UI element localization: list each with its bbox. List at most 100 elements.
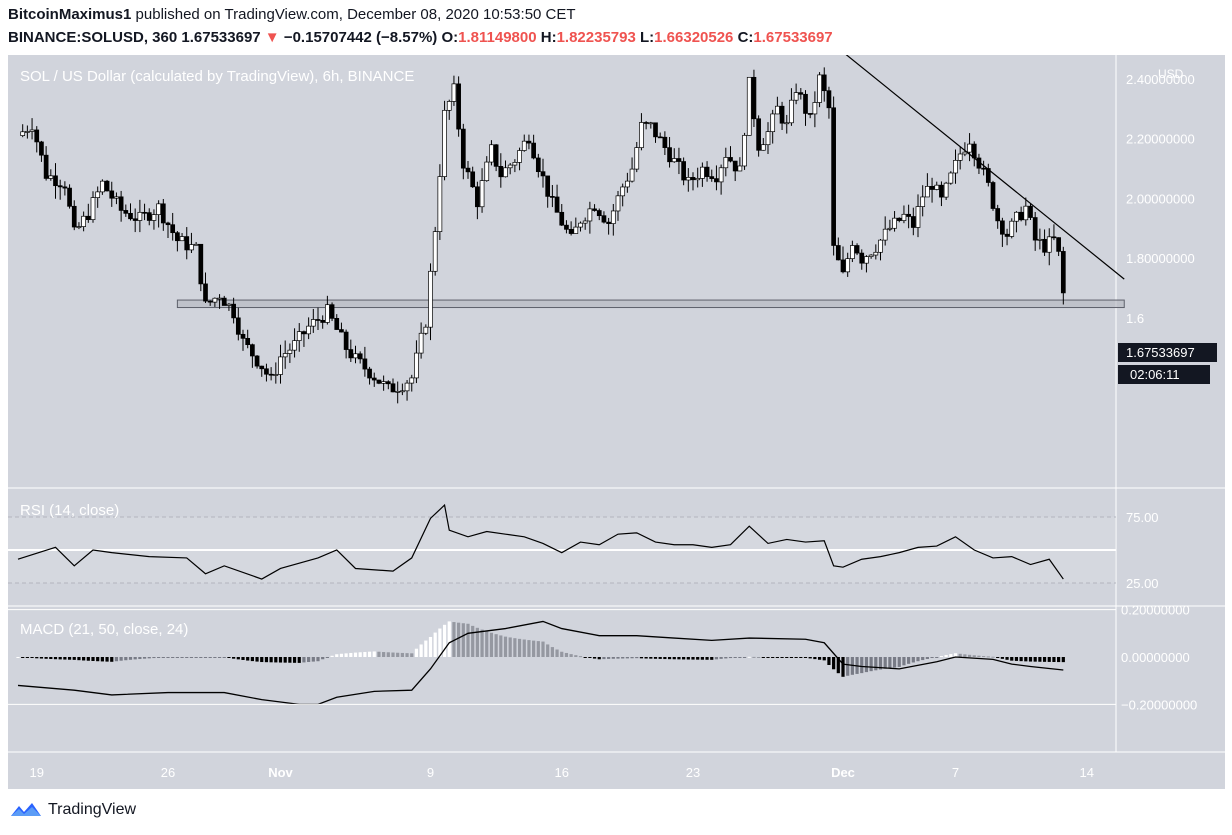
candle-body [770, 113, 776, 133]
macd-histogram-bar [902, 657, 906, 666]
candle-body [306, 325, 311, 335]
chart-svg[interactable]: 75.00 25.00 0.20000000 0.00000000 −0.200000… [8, 12, 1225, 789]
author-name[interactable]: BitcoinMaximus1 [8, 6, 132, 23]
macd-histogram-bar [1052, 657, 1056, 662]
macd-histogram-bar [747, 656, 751, 658]
macd-histogram-bar [86, 657, 90, 661]
candle-body [1014, 211, 1019, 222]
macd-histogram-bar [1010, 657, 1014, 661]
candle-body [301, 331, 307, 335]
macd-histogram-bar [1047, 657, 1051, 662]
macd-histogram-bar [147, 657, 151, 659]
time-tick-label: 19 [30, 765, 44, 780]
macd-histogram-bar [124, 657, 128, 661]
macd-histogram-bar [53, 657, 58, 660]
macd-histogram-bar [58, 657, 62, 660]
macd-histogram-bar [508, 637, 512, 657]
macd-histogram-bar [96, 657, 100, 662]
macd-histogram-bar [325, 657, 329, 658]
candle-body [451, 83, 457, 102]
candle-body [826, 90, 832, 109]
macd-histogram-bar [311, 657, 315, 662]
macd-histogram-bar [649, 657, 653, 659]
macd-histogram-bar [1028, 657, 1033, 662]
candle-body [746, 76, 752, 136]
macd-histogram-bar [494, 634, 498, 657]
macd-histogram-bar [302, 657, 306, 663]
descending-trendline [823, 36, 1125, 280]
candle-body [957, 153, 963, 161]
tradingview-brand[interactable]: TradingView [48, 801, 137, 818]
candle-body [709, 176, 715, 179]
candle-body [250, 344, 255, 357]
macd-histogram-bar [1000, 657, 1004, 659]
candle-body [915, 206, 921, 228]
macd-histogram-bar [686, 657, 690, 660]
candle-body [118, 196, 124, 211]
candle-body [1037, 238, 1043, 241]
macd-histogram-bar [986, 656, 990, 658]
macd-histogram-bar [677, 657, 681, 660]
macd-histogram-bar [522, 639, 526, 657]
candle-body [503, 167, 508, 178]
candle-body [657, 136, 663, 139]
macd-histogram-bar [817, 657, 822, 660]
macd-histogram-bar [349, 652, 353, 657]
last-price: 1.67533697 [181, 29, 261, 46]
candle-body [67, 187, 72, 207]
candle-body [517, 150, 522, 163]
candle-body [132, 218, 138, 221]
countdown-text: 02:06:11 [1130, 367, 1180, 382]
macd-histogram-bar [569, 654, 573, 657]
macd-histogram-bar [527, 640, 531, 657]
price-tick-label: 2.20000000 [1126, 132, 1195, 147]
price-tick-label: 2.00000000 [1126, 191, 1195, 206]
macd-histogram-bar [771, 657, 775, 658]
candle-body [1046, 236, 1052, 253]
macd-histogram-bar [916, 657, 920, 662]
macd-histogram-bar [714, 657, 719, 660]
candle-body [71, 205, 77, 228]
candle-body [1060, 251, 1066, 294]
candle-body [596, 210, 602, 217]
tradingview-logo-icon[interactable] [10, 800, 42, 820]
macd-histogram-bar [21, 657, 25, 658]
countdown-badge [1118, 365, 1210, 384]
macd-histogram-bar [752, 656, 756, 658]
candle-body [57, 185, 63, 188]
candle-body [507, 164, 513, 169]
candle-body [1009, 220, 1015, 237]
candle-body [446, 101, 452, 111]
macd-histogram-bar [232, 657, 236, 659]
candle-body [985, 168, 991, 183]
candle-body [901, 213, 907, 221]
ohlc-summary: BINANCE:SOLUSD, 360 1.67533697 ▼ −0.1570… [8, 29, 833, 46]
candle-body [700, 166, 705, 179]
macd-histogram-bar [466, 623, 470, 657]
macd-histogram-bar [358, 652, 362, 657]
candle-body [489, 144, 494, 163]
candle-body [460, 128, 466, 169]
candle-body [160, 203, 166, 224]
macd-histogram-bar [452, 622, 456, 657]
macd-histogram-bar [1033, 657, 1037, 662]
candle-body [395, 390, 401, 393]
candle-body [385, 381, 391, 385]
candle-body [348, 349, 354, 359]
chart-container[interactable]: 75.00 25.00 0.20000000 0.00000000 −0.200000… [8, 12, 1225, 789]
macd-histogram-bar [142, 657, 147, 659]
candle-body [343, 331, 349, 350]
macd-histogram-bar [260, 657, 264, 663]
rsi-tick-label: 25.00 [1126, 576, 1159, 591]
macd-pane-title: MACD (21, 50, close, 24) [20, 621, 188, 638]
macd-line [17, 620, 1064, 706]
candle-body [1000, 220, 1005, 235]
macd-histogram-bar [653, 657, 658, 659]
macd-histogram-bar [972, 655, 976, 657]
high-label: H: [540, 29, 557, 46]
price-tick-label: 1.6 [1126, 311, 1144, 326]
open-label: O: [441, 29, 459, 46]
candle-body [892, 217, 897, 229]
macd-histogram-bar [203, 657, 208, 658]
macd-histogram-bar [696, 657, 700, 660]
